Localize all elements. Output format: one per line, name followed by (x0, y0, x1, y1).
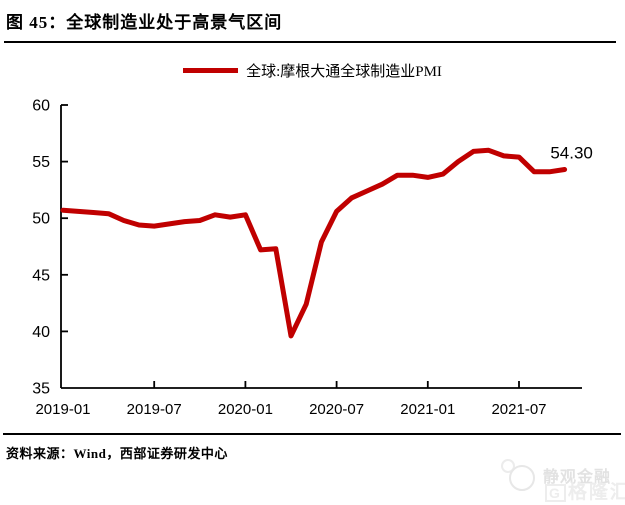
watermark-brand-bottom: G 格隆汇 (545, 477, 625, 504)
y-tick-label: 40 (32, 324, 50, 341)
footer-divider (3, 433, 621, 435)
x-tick-label: 2021-07 (491, 401, 546, 418)
y-tick-label: 35 (32, 381, 50, 398)
y-tick-label: 55 (32, 154, 50, 171)
watermark-logo-icon (501, 459, 515, 473)
pmi-line (60, 147, 568, 339)
x-tick-label: 2020-07 (309, 401, 364, 418)
watermark: 静观金融 G 格隆汇 (495, 455, 625, 503)
watermark-logo-icon (509, 465, 535, 491)
gelonghui-logo-icon: G (545, 484, 566, 502)
pmi-line-chart: 35 40 45 50 55 60 2019-01 2019-07 2020-01 2020-07… (32, 98, 593, 419)
y-tick-label: 45 (32, 267, 50, 284)
last-value-label: 54.30 (550, 144, 593, 163)
watermark-brand-top: 静观金融 (543, 469, 612, 486)
chart-title: 图 45：全球制造业处于高景气区间 (6, 13, 283, 32)
x-tick-label: 2019-01 (35, 401, 90, 418)
legend-line-swatch (183, 67, 239, 73)
chart-legend: 全球:摩根大通全球制造业PMI (0, 58, 625, 82)
x-tick-label: 2019-07 (127, 401, 182, 418)
y-tick-label: 50 (32, 211, 50, 228)
source-note: 资料来源：Wind，西部证券研发中心 (6, 446, 228, 461)
x-tick-label: 2021-01 (400, 401, 455, 418)
watermark-brand-bottom-label: 格隆汇 (567, 482, 625, 503)
y-tick-label: 60 (32, 98, 50, 115)
legend-label: 全球:摩根大通全球制造业PMI (246, 63, 442, 80)
title-divider (4, 41, 616, 43)
x-tick-label: 2020-01 (218, 401, 273, 418)
